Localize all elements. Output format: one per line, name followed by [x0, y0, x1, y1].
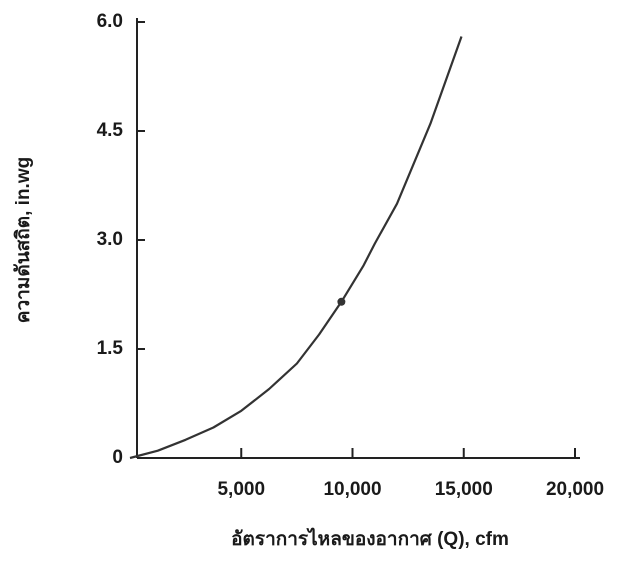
- operating-point: [337, 297, 346, 306]
- x-tick-label: 20,000: [546, 479, 604, 500]
- y-tick-label: 0: [112, 447, 123, 468]
- axis-labels: อัตราการไหลของอากาศ (Q), cfm ความดันสถิต…: [13, 157, 509, 550]
- x-tick-label: 5,000: [217, 479, 265, 500]
- y-tick-label: 1.5: [97, 338, 124, 359]
- x-tick-label: 10,000: [323, 479, 381, 500]
- curve: [129, 36, 463, 460]
- y-tick-label: 6.0: [97, 11, 123, 32]
- y-tick-label: 3.0: [97, 229, 123, 250]
- y-tick-label: 4.5: [97, 120, 124, 141]
- x-axis-label: อัตราการไหลของอากาศ (Q), cfm: [231, 527, 509, 550]
- x-tick-label: 15,000: [435, 479, 493, 500]
- y-axis-label: ความดันสถิต, in.wg: [13, 157, 34, 323]
